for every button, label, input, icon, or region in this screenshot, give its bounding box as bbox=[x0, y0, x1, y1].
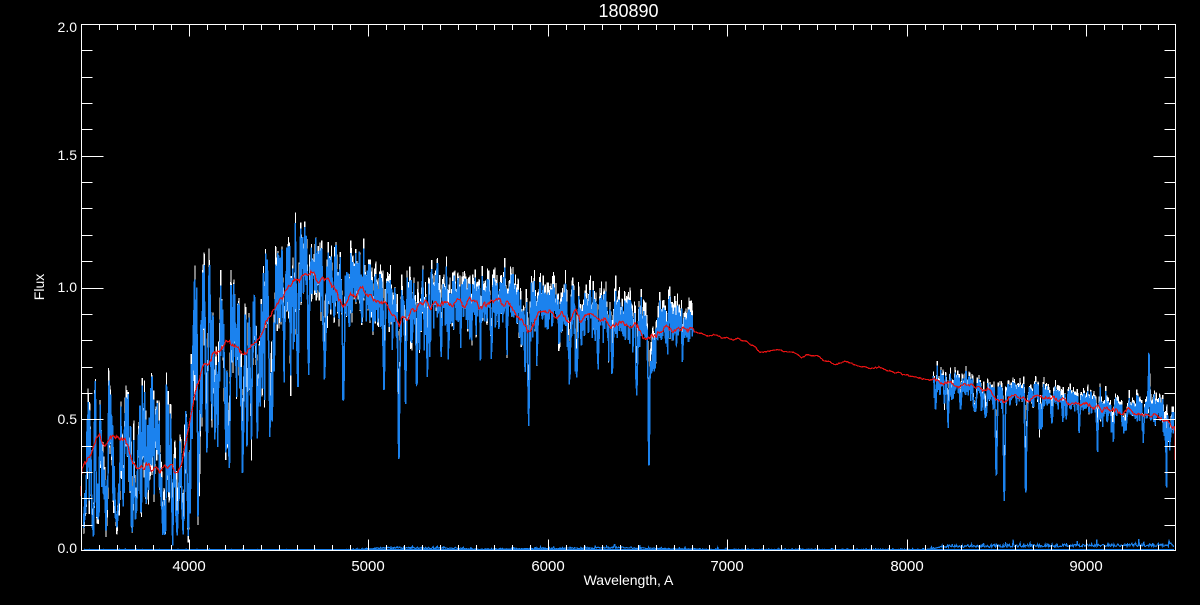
svg-text:4000: 4000 bbox=[172, 558, 205, 575]
svg-text:8000: 8000 bbox=[890, 558, 923, 575]
svg-text:7000: 7000 bbox=[710, 558, 743, 575]
svg-text:180890: 180890 bbox=[598, 1, 658, 21]
svg-text:0.5: 0.5 bbox=[58, 411, 78, 427]
svg-text:Flux: Flux bbox=[31, 274, 47, 300]
svg-text:1.5: 1.5 bbox=[58, 147, 78, 163]
svg-text:5000: 5000 bbox=[351, 558, 384, 575]
svg-text:9000: 9000 bbox=[1069, 558, 1102, 575]
svg-text:1.0: 1.0 bbox=[58, 279, 78, 295]
svg-text:6000: 6000 bbox=[531, 558, 564, 575]
svg-text:Wavelength, A: Wavelength, A bbox=[584, 572, 674, 588]
svg-text:0.0: 0.0 bbox=[58, 540, 78, 556]
svg-text:2.0: 2.0 bbox=[58, 19, 78, 35]
